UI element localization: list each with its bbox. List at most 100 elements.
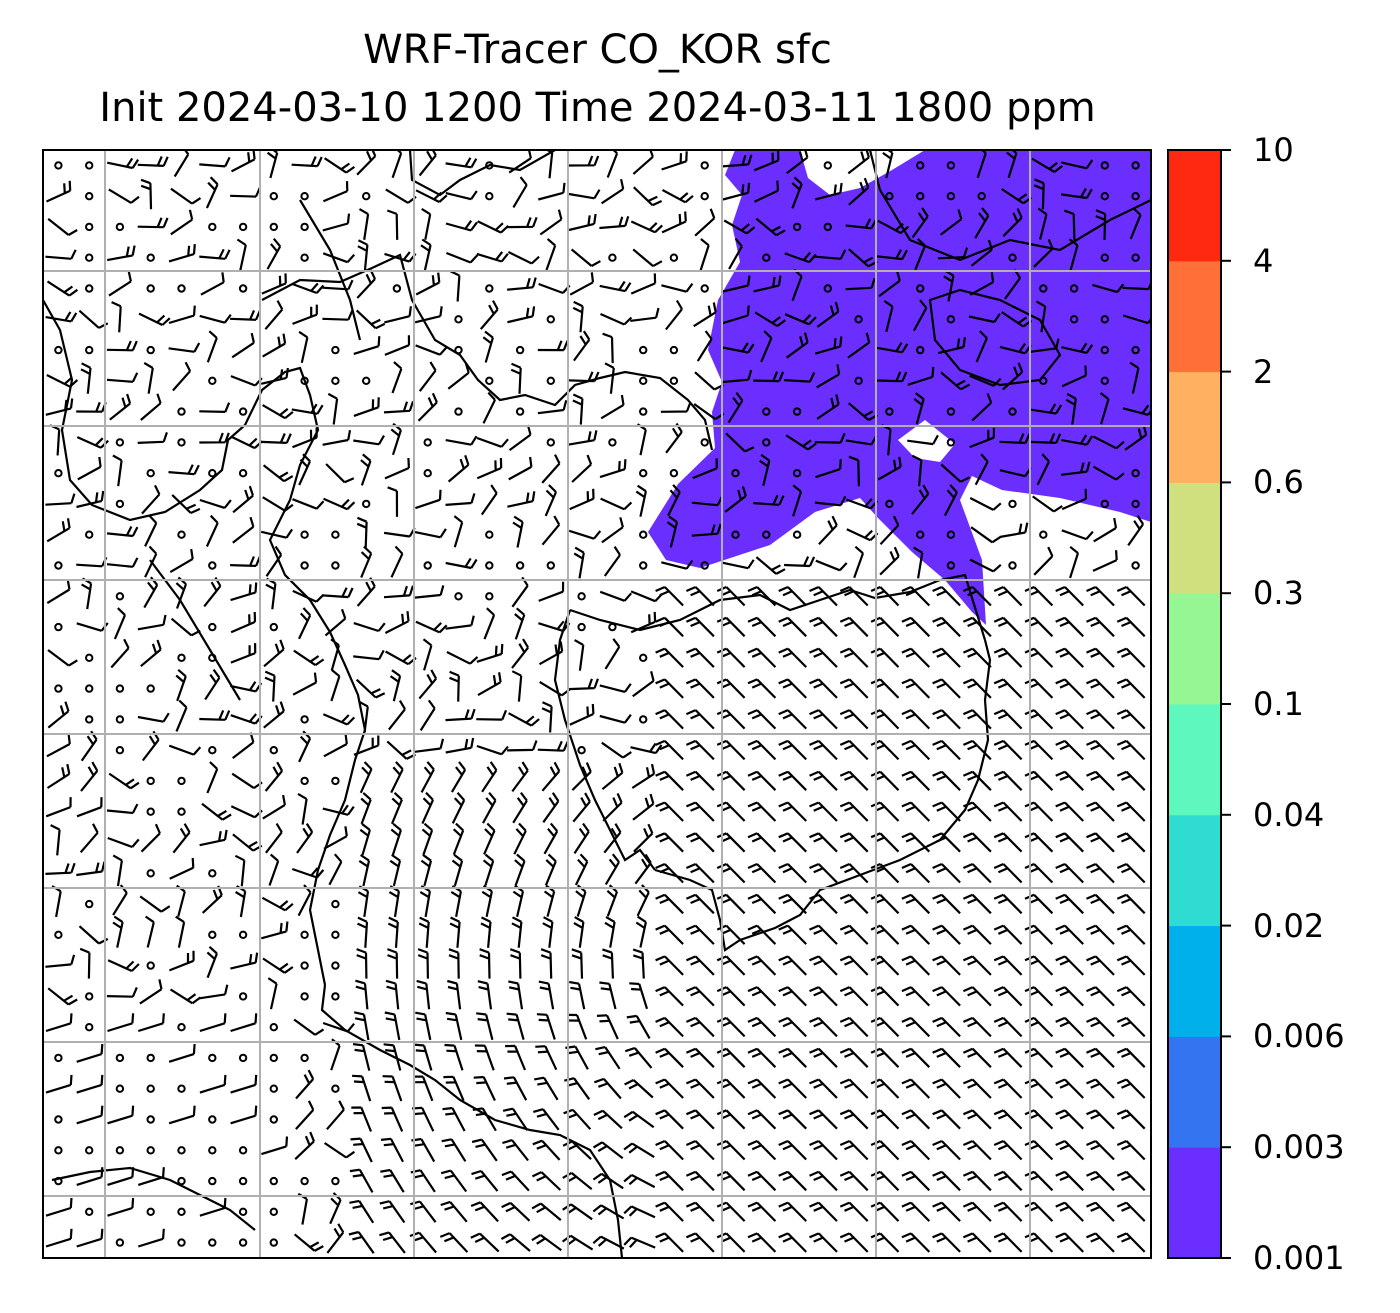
calm-wind-marker <box>362 499 371 509</box>
calm-wind-marker <box>177 1084 186 1093</box>
wind-barb <box>655 986 684 1007</box>
wind-barb <box>544 484 558 517</box>
wind-barb <box>388 700 406 731</box>
wind-barb <box>230 952 259 970</box>
wind-barb <box>1116 955 1146 976</box>
wind-barb <box>106 986 138 998</box>
wind-barb <box>421 822 434 856</box>
wind-barb <box>778 862 807 884</box>
wind-barb <box>386 209 399 240</box>
wind-barb <box>139 895 171 913</box>
wind-barb <box>358 854 371 887</box>
wind-barb <box>974 207 990 239</box>
wind-barb <box>839 1109 869 1130</box>
wind-barb <box>655 924 684 945</box>
calm-wind-marker <box>115 715 125 724</box>
wind-barb <box>809 709 838 730</box>
colorbar-segment <box>1168 1036 1221 1148</box>
wind-barb <box>390 761 404 794</box>
wind-barb <box>261 1136 289 1156</box>
wind-barb <box>604 638 621 670</box>
wind-barb <box>778 1139 807 1161</box>
wind-barb <box>1055 832 1084 853</box>
wind-barb <box>322 804 355 816</box>
wind-barb <box>1032 495 1063 513</box>
wind-barb <box>1055 1139 1084 1161</box>
wind-barb <box>1086 1047 1115 1068</box>
wind-barb <box>360 792 372 825</box>
wind-barb <box>170 187 202 205</box>
wind-barb <box>932 585 961 607</box>
wind-barb <box>541 701 553 733</box>
wind-barb <box>655 1109 684 1130</box>
wind-barb <box>778 1109 807 1130</box>
wind-barb <box>1129 361 1140 394</box>
wind-barb <box>108 188 140 204</box>
wind-barb <box>1055 1109 1084 1130</box>
calm-wind-marker <box>115 438 125 447</box>
wind-barb <box>232 516 255 544</box>
wind-barb <box>476 643 504 663</box>
wind-barb <box>962 647 992 668</box>
wind-barb <box>839 801 869 822</box>
calm-wind-marker <box>54 622 63 632</box>
calm-wind-marker <box>1100 376 1110 385</box>
wind-barb <box>443 1075 465 1102</box>
wind-barb <box>876 249 908 261</box>
wind-barb <box>353 397 380 417</box>
wind-barb <box>168 950 195 972</box>
colorbar-tick-label: 0.1 <box>1253 685 1304 723</box>
wind-barb <box>471 1169 499 1192</box>
calm-wind-marker <box>823 161 832 170</box>
colorbar-segment <box>1168 371 1221 483</box>
wind-barb <box>538 581 565 602</box>
wind-barb <box>80 362 92 394</box>
wind-barb <box>747 1232 777 1253</box>
wind-barb <box>477 980 493 1010</box>
wind-barb <box>728 238 743 270</box>
wind-barb <box>993 832 1023 853</box>
wind-barb <box>573 330 591 362</box>
wind-barb <box>451 791 466 824</box>
wind-barb <box>599 590 633 602</box>
wind-barb <box>1055 739 1084 761</box>
wind-barb <box>417 392 438 422</box>
wind-barb <box>80 761 99 792</box>
calm-wind-marker <box>269 1084 278 1093</box>
wind-barb <box>380 1137 404 1163</box>
calm-wind-marker <box>146 869 155 878</box>
calm-wind-marker <box>115 592 125 601</box>
wind-barb <box>993 709 1023 730</box>
colorbar-tick-label: 0.003 <box>1253 1128 1345 1167</box>
wind-barb <box>1055 862 1084 884</box>
wind-barb <box>140 639 162 668</box>
calm-wind-marker <box>146 345 155 355</box>
colorbar-segment <box>1168 482 1221 594</box>
wind-barb <box>912 299 928 332</box>
wind-barb <box>483 607 496 640</box>
wind-barb <box>292 498 325 510</box>
wind-barb <box>297 792 308 825</box>
wind-barb <box>962 678 992 699</box>
wind-barb <box>839 770 869 791</box>
wind-barb <box>293 1233 324 1252</box>
calm-wind-marker <box>208 222 217 232</box>
wind-barb <box>1055 1078 1084 1099</box>
coastlines <box>43 150 1151 1258</box>
calm-wind-marker <box>208 1146 217 1155</box>
wind-barb <box>592 1204 625 1220</box>
calm-wind-marker <box>792 407 802 416</box>
colorbar-segment <box>1168 260 1221 373</box>
calm-wind-marker <box>762 530 771 539</box>
calm-wind-marker <box>515 407 525 416</box>
wind-barb <box>962 924 992 945</box>
calm-wind-marker <box>946 161 956 170</box>
wind-barb <box>901 647 931 668</box>
wind-barb <box>508 980 524 1010</box>
wind-barb <box>778 1232 807 1253</box>
calm-wind-marker <box>238 1176 248 1186</box>
wind-barb <box>445 1011 463 1041</box>
calm-wind-marker <box>208 561 217 570</box>
wind-barb <box>661 211 687 234</box>
